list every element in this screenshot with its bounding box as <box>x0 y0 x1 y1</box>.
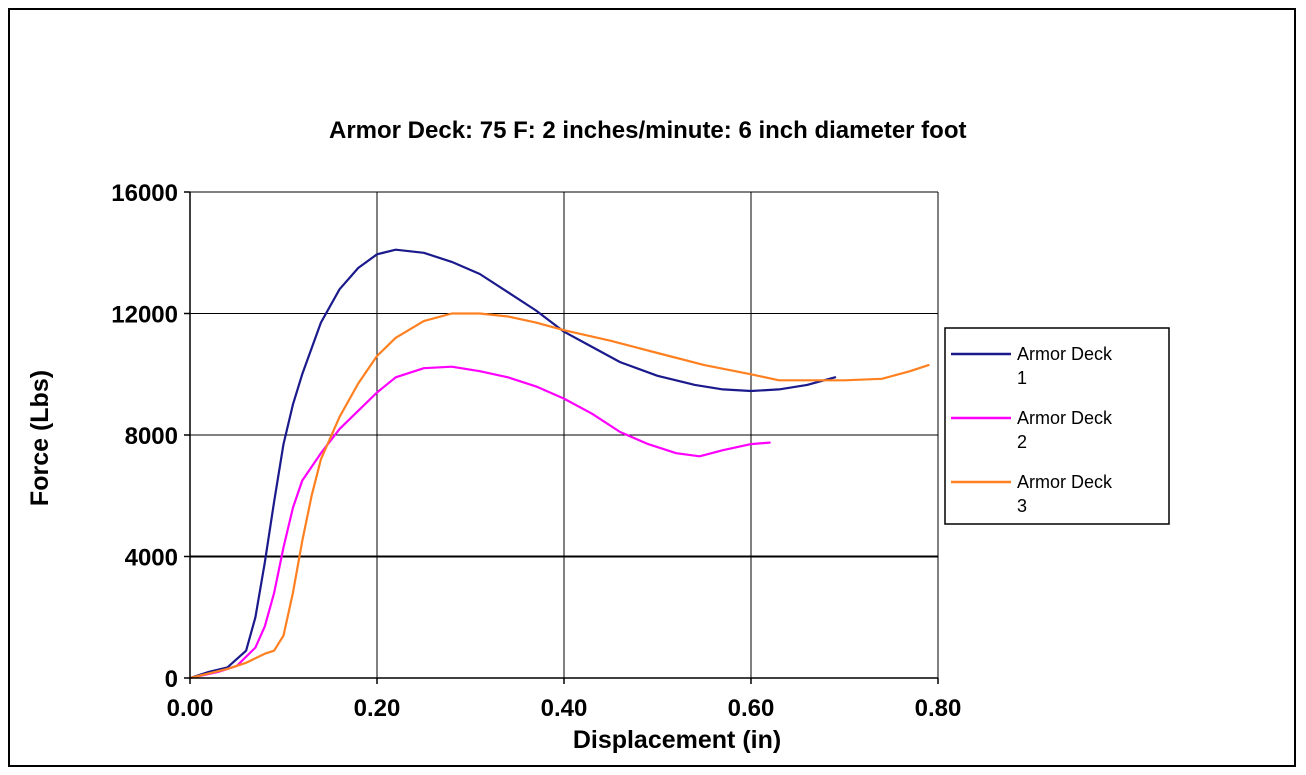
legend-label-2: 2 <box>1017 432 1027 452</box>
y-tick-label: 0 <box>165 666 178 693</box>
y-tick-label: 4000 <box>125 545 178 572</box>
series-line-1 <box>188 248 837 680</box>
legend-label-1: Armor Deck <box>1017 344 1113 364</box>
legend-label-3: Armor Deck <box>1017 472 1113 492</box>
y-tick-label: 12000 <box>111 302 178 329</box>
series-lines <box>188 248 930 680</box>
legend-box <box>944 327 1170 525</box>
chart-frame: Armor Deck: 75 F: 2 inches/minute: 6 inc… <box>8 8 1296 767</box>
axes <box>184 191 939 684</box>
tick-labels: 0 4000 8000 12000 16000 0.00 0.20 0.40 0.60 0.80 <box>111 180 961 722</box>
x-tick-label: 0.20 <box>354 695 401 722</box>
legend-label-1: 1 <box>1017 368 1027 388</box>
grid-lines <box>190 191 939 678</box>
y-tick-label: 8000 <box>125 423 178 450</box>
series-line-2 <box>188 365 771 680</box>
legend: Armor Deck 1 Armor Deck 2 Armor Deck 3 <box>944 327 1170 525</box>
chart-title: Armor Deck: 75 F: 2 inches/minute: 6 inc… <box>329 117 966 144</box>
x-axis-label: Displacement (in) <box>573 726 781 754</box>
line-chart: Armor Deck: 75 F: 2 inches/minute: 6 inc… <box>26 117 1170 754</box>
x-tick-label: 0.00 <box>167 695 214 722</box>
y-axis-label: Force (Lbs) <box>26 370 54 506</box>
series-line-3 <box>188 312 930 680</box>
x-tick-label: 0.80 <box>915 695 962 722</box>
legend-label-3: 3 <box>1017 496 1027 516</box>
x-tick-label: 0.60 <box>728 695 775 722</box>
legend-label-2: Armor Deck <box>1017 408 1113 428</box>
legend-entries: Armor Deck 1 Armor Deck 2 Armor Deck 3 <box>951 344 1113 516</box>
y-tick-label: 16000 <box>111 180 178 207</box>
x-tick-label: 0.40 <box>541 695 588 722</box>
